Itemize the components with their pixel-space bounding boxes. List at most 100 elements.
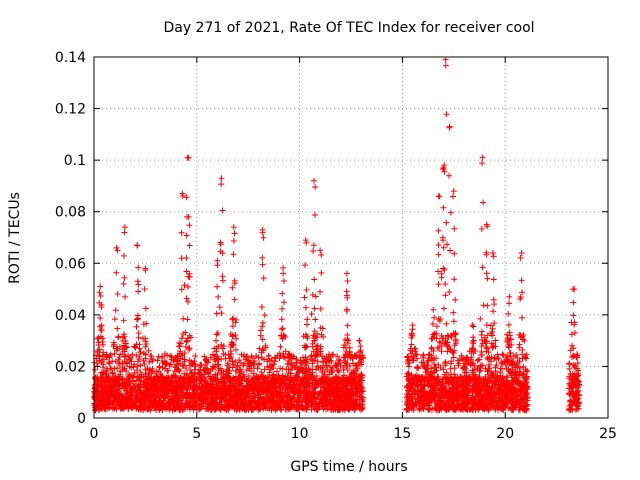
data-point bbox=[167, 352, 174, 359]
data-point bbox=[477, 315, 484, 322]
data-point bbox=[256, 360, 263, 367]
data-point bbox=[285, 358, 292, 365]
data-point bbox=[257, 332, 264, 339]
data-point bbox=[183, 338, 190, 345]
data-point bbox=[452, 296, 459, 303]
data-point bbox=[259, 261, 266, 268]
data-point bbox=[94, 335, 101, 342]
data-point bbox=[192, 352, 199, 359]
data-point bbox=[158, 354, 165, 361]
data-point bbox=[523, 368, 530, 375]
data-point bbox=[134, 363, 141, 370]
data-point bbox=[233, 335, 240, 342]
data-point bbox=[310, 248, 317, 255]
data-point bbox=[441, 162, 448, 169]
data-point bbox=[284, 361, 291, 368]
data-point bbox=[156, 363, 163, 370]
data-point bbox=[201, 366, 208, 373]
data-point bbox=[474, 357, 481, 364]
data-point bbox=[245, 373, 252, 380]
data-point bbox=[277, 400, 284, 407]
data-point bbox=[136, 341, 143, 348]
data-point bbox=[125, 377, 132, 384]
data-point bbox=[218, 370, 225, 377]
data-point bbox=[229, 358, 236, 365]
data-point bbox=[168, 353, 175, 360]
data-point bbox=[243, 366, 250, 373]
data-point bbox=[259, 346, 266, 353]
data-point bbox=[357, 343, 364, 350]
data-point bbox=[100, 398, 107, 405]
data-point bbox=[216, 304, 223, 311]
data-point bbox=[283, 366, 290, 373]
data-point bbox=[193, 401, 200, 408]
data-point bbox=[166, 362, 173, 369]
data-point bbox=[343, 288, 350, 295]
data-point bbox=[237, 359, 244, 366]
data-point bbox=[134, 278, 141, 285]
data-point bbox=[256, 345, 263, 352]
data-point bbox=[193, 381, 200, 388]
data-point bbox=[120, 331, 127, 338]
data-point bbox=[256, 405, 263, 412]
data-point bbox=[141, 378, 148, 385]
data-point bbox=[226, 368, 233, 375]
data-point bbox=[120, 405, 127, 412]
data-point bbox=[343, 360, 350, 367]
data-point bbox=[105, 359, 112, 366]
data-point bbox=[243, 354, 250, 361]
data-point bbox=[414, 364, 421, 371]
data-point bbox=[213, 331, 220, 338]
data-point bbox=[483, 270, 490, 277]
data-point bbox=[447, 365, 454, 372]
data-point bbox=[277, 365, 284, 372]
data-point bbox=[109, 369, 116, 376]
data-point bbox=[141, 361, 148, 368]
data-point bbox=[213, 337, 220, 344]
data-point bbox=[278, 316, 285, 323]
data-point bbox=[184, 283, 191, 290]
data-point bbox=[183, 386, 190, 393]
data-point bbox=[191, 361, 198, 368]
data-point bbox=[249, 406, 256, 413]
data-point bbox=[353, 353, 360, 360]
data-point bbox=[478, 348, 485, 355]
data-point bbox=[314, 342, 321, 349]
data-point bbox=[258, 369, 265, 376]
data-point bbox=[232, 346, 239, 353]
data-point bbox=[149, 367, 156, 374]
data-point bbox=[122, 381, 129, 388]
data-point bbox=[185, 382, 192, 389]
data-point bbox=[205, 394, 212, 401]
data-point bbox=[440, 244, 447, 251]
data-point bbox=[124, 402, 131, 409]
data-point bbox=[236, 357, 243, 364]
data-point bbox=[95, 339, 102, 346]
data-point bbox=[314, 358, 321, 365]
data-point bbox=[109, 358, 116, 365]
data-point bbox=[265, 353, 272, 360]
data-point bbox=[296, 367, 303, 374]
data-point bbox=[111, 316, 118, 323]
data-point bbox=[143, 341, 150, 348]
data-point bbox=[146, 359, 153, 366]
data-point bbox=[162, 359, 169, 366]
data-point bbox=[279, 381, 286, 388]
data-point bbox=[570, 312, 577, 319]
data-point bbox=[155, 353, 162, 360]
data-point bbox=[313, 406, 320, 413]
data-point bbox=[144, 406, 151, 413]
data-point bbox=[122, 345, 129, 352]
data-point bbox=[177, 360, 184, 367]
data-point bbox=[493, 362, 500, 369]
data-point bbox=[137, 362, 144, 369]
data-point bbox=[272, 358, 279, 365]
data-point bbox=[259, 319, 266, 326]
data-points bbox=[91, 56, 583, 414]
data-point bbox=[315, 381, 322, 388]
data-point bbox=[125, 371, 132, 378]
data-point bbox=[332, 362, 339, 369]
data-point bbox=[304, 316, 311, 323]
data-point bbox=[126, 363, 133, 370]
